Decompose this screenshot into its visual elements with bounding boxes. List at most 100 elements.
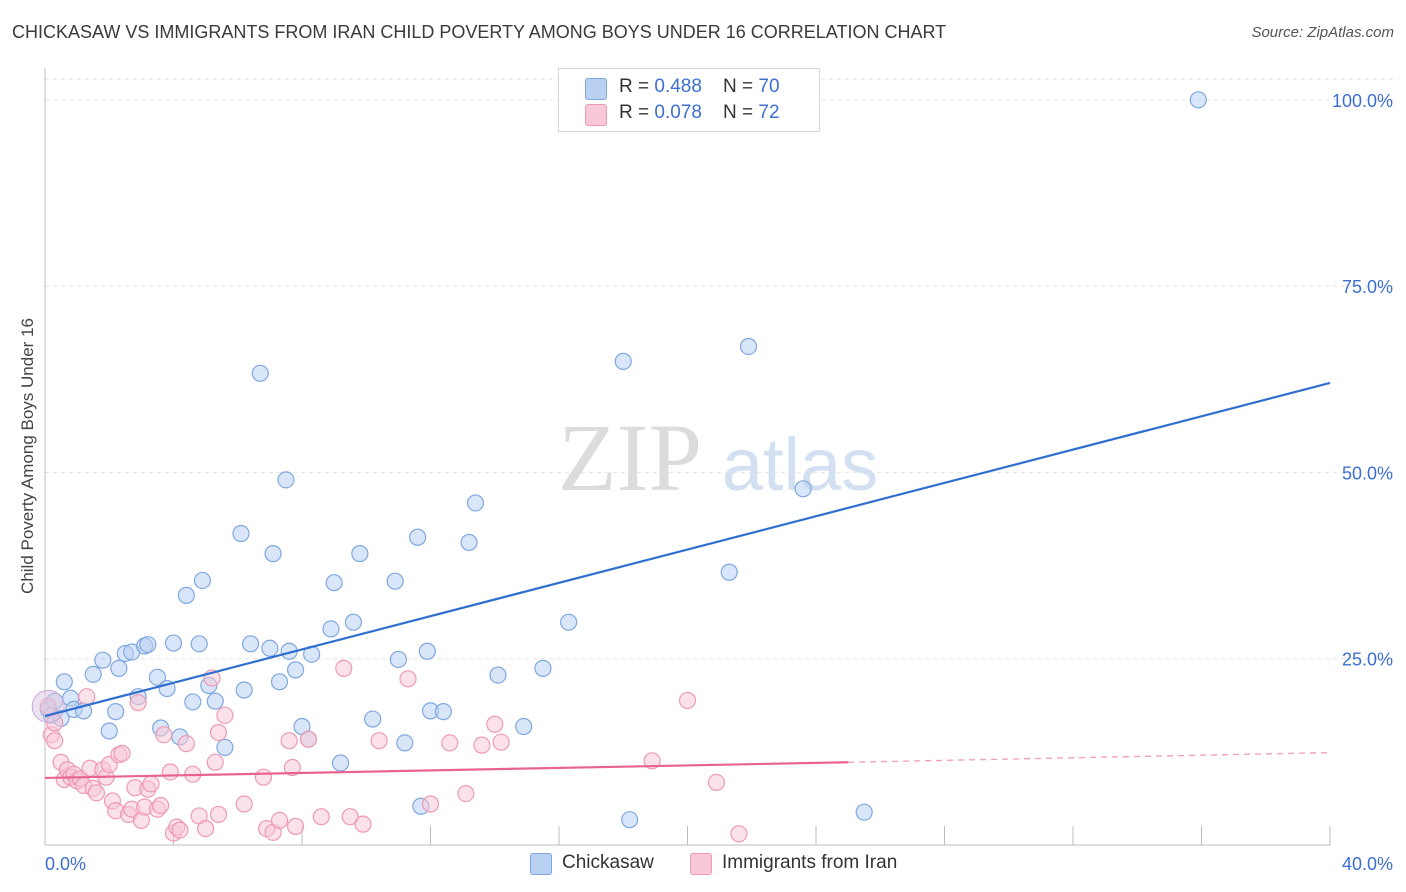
iran-point [129,694,147,712]
chickasaw-point [560,613,578,631]
chickasaw-point [331,754,350,772]
iran-trend-line-extension [848,751,1331,763]
chickasaw-point [94,651,112,669]
chickasaw-point [177,586,195,604]
chickasaw-point [148,668,167,686]
iran-point [197,820,215,838]
chickasaw-point [110,659,128,677]
iran-point [280,732,298,750]
watermark-zip: ZIP [558,404,702,511]
y-tick-label: 75.0% [1342,277,1393,297]
legend-swatch-iran [690,853,712,875]
iran-point [283,758,301,777]
iran-point [177,735,195,753]
chickasaw-point [107,703,125,721]
legend-swatch-chickasaw [585,78,607,100]
iran-point [209,723,228,742]
iran-point [270,811,289,830]
iran-trend-line [44,761,849,780]
y-tick-label: 100.0% [1332,91,1393,111]
iran-point [473,736,491,754]
chickasaw-point [534,659,552,677]
chickasaw-point [434,703,452,721]
chickasaw-point [242,635,260,653]
chickasaw-point [206,692,224,710]
iran-point [152,796,170,815]
chickasaw-point [251,364,269,382]
chickasaw-point [264,545,282,563]
iran-point [78,688,96,706]
chickasaw-point [515,717,533,736]
chickasaw-point [184,693,202,711]
iran-point [31,689,65,723]
chickasaw-point [855,803,873,821]
chickasaw-point [100,722,118,740]
chickasaw-point [739,337,758,356]
iran-point [370,732,388,750]
chickasaw-point [270,673,289,691]
chickasaw-point [720,563,738,581]
chickasaw-point [277,471,295,489]
chickasaw-point [418,642,436,660]
iran-point [707,773,726,792]
legend-n-value: 70 [758,76,780,97]
iran-point [441,734,459,752]
legend-r-value: 0.078 [654,102,702,123]
chickasaw-point [261,639,279,657]
chickasaw-point [794,480,812,498]
iran-point [335,659,353,677]
legend-r-label: R = [619,102,655,123]
legend-label-chickasaw: Chickasaw [562,852,654,873]
chickasaw-point [286,661,305,679]
chickasaw-point [193,571,212,590]
iran-point [457,784,475,803]
chickasaw-point [466,494,485,512]
chickasaw-point [164,634,183,652]
iran-point [421,795,440,813]
iran-point [87,784,106,802]
legend-n-label: N = [723,76,759,97]
chickasaw-point [235,681,253,699]
legend-swatch-iran [585,104,607,126]
iran-point [155,726,173,744]
chickasaw-point [386,572,404,590]
chart-title: CHICKASAW VS IMMIGRANTS FROM IRAN CHILD … [12,22,947,42]
chickasaw-point [139,635,157,654]
chickasaw-point [364,710,382,728]
x-tick-label: 0.0% [45,854,86,874]
iran-point [730,825,748,843]
iran-point [643,752,661,770]
legend-r-value: 0.488 [654,76,702,97]
chickasaw-point [621,811,639,829]
iran-point [341,808,359,826]
iran-point [312,808,330,826]
chickasaw-point [489,666,507,684]
iran-point [216,706,234,724]
iran-point [486,715,504,733]
correlation-legend: R = 0.488 N = 70 R = 0.078 N = 72 [558,68,820,132]
chickasaw-point [460,533,478,552]
iran-point [46,732,64,750]
iran-point [492,733,510,751]
chickasaw-point [614,352,632,370]
iran-point [206,753,224,771]
iran-point [354,815,372,833]
chickasaw-point [55,673,73,691]
chickasaw-point [190,635,208,653]
chickasaw-point [84,665,102,683]
legend-label-iran: Immigrants from Iran [722,852,898,873]
iran-point [678,691,697,710]
chickasaw-point [1189,91,1207,109]
y-tick-label: 50.0% [1342,463,1393,483]
x-tick-label: 40.0% [1342,854,1393,874]
iran-point [209,805,228,824]
chickasaw-point [325,574,343,592]
legend-n-value: 72 [758,102,780,123]
chickasaw-trend-line [44,381,1331,718]
chickasaw-point [322,620,340,638]
iran-point [161,763,179,781]
legend-swatch-chickasaw [530,853,552,875]
legend-n-label: N = [723,102,759,123]
iran-point [142,775,160,793]
chickasaw-point [389,650,407,669]
